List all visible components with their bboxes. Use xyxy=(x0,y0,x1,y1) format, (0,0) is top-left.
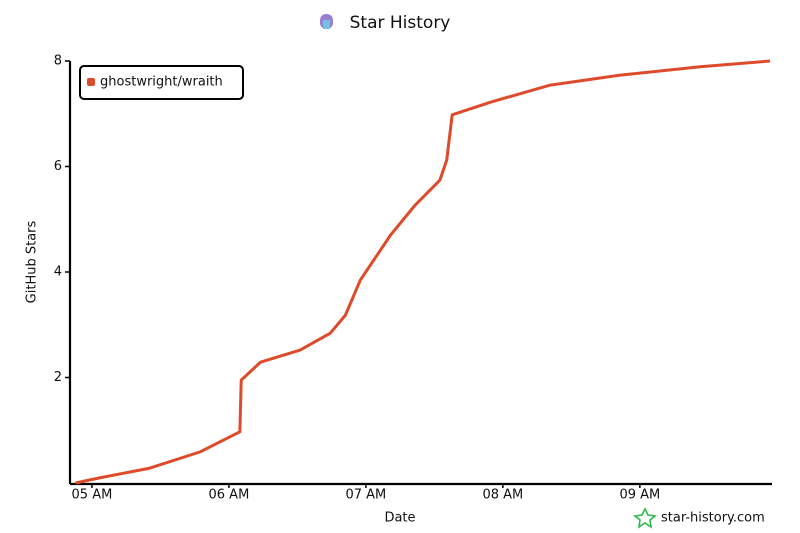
y-axis-label: GitHub Stars xyxy=(25,220,40,303)
title-logo xyxy=(320,14,333,29)
y-tick-label: 6 xyxy=(54,159,62,174)
x-tick-label: 06 AM xyxy=(209,488,250,503)
legend-swatch xyxy=(87,78,95,86)
watermark-logo xyxy=(633,507,657,529)
y-tick-label: 4 xyxy=(54,265,62,280)
y-tick-label: 8 xyxy=(54,54,62,69)
x-tick-label: 07 AM xyxy=(345,488,386,503)
x-tick-label: 05 AM xyxy=(72,488,113,503)
chart-title: Star History xyxy=(350,13,451,33)
line xyxy=(75,59,771,485)
x-axis-label: Date xyxy=(384,511,415,526)
watermark: star-history.com xyxy=(661,511,765,526)
legend-label: ghostwright/wraith xyxy=(100,75,223,90)
legend-box xyxy=(79,65,244,100)
x-tick-label: 09 AM xyxy=(619,488,660,503)
x-tick-label: 08 AM xyxy=(482,488,523,503)
y-tick-label: 2 xyxy=(54,370,62,385)
